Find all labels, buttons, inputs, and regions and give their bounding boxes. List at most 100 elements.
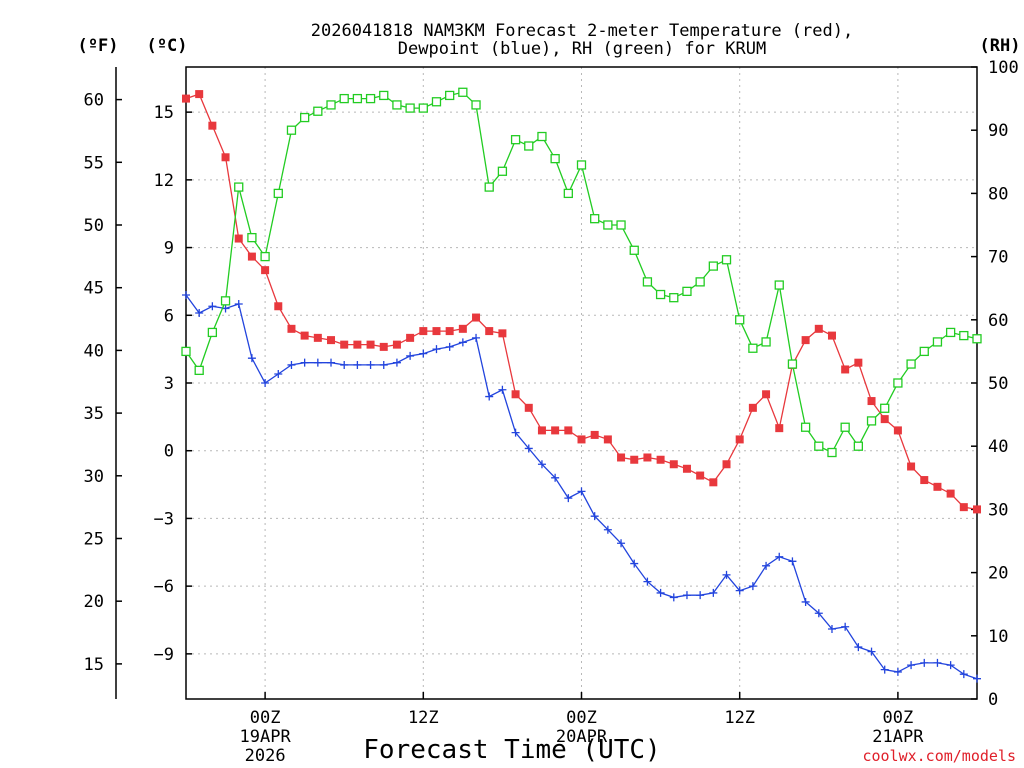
- temperature-point: [907, 462, 916, 471]
- dewpoint-point: [577, 487, 586, 496]
- rh-point: [537, 131, 547, 142]
- rh-tick-label: 40: [988, 437, 1008, 457]
- temperature-point: [182, 94, 190, 103]
- temperature-point: [340, 340, 349, 349]
- fahrenheit-tick-label: 25: [84, 529, 104, 549]
- dewpoint-point: [643, 577, 652, 586]
- celsius-tick-label: 3: [164, 374, 174, 394]
- rh-point: [642, 277, 653, 287]
- rh-point: [603, 220, 613, 230]
- x-tick-label: 12Z: [724, 708, 755, 728]
- dewpoint-point: [327, 358, 336, 367]
- dewpoint-point: [247, 354, 256, 363]
- dewpoint-point: [261, 379, 270, 387]
- temperature-point: [880, 415, 889, 424]
- dewpoint-point: [907, 661, 916, 670]
- rh-point: [234, 182, 244, 192]
- temperature-point: [392, 340, 401, 349]
- temperature-point: [893, 426, 902, 435]
- dewpoint-point: [590, 512, 599, 521]
- rh-point: [800, 422, 811, 432]
- dewpoint-point: [406, 351, 415, 360]
- dewpoint-point: [498, 385, 507, 394]
- temperature-point: [603, 435, 612, 444]
- rh-point: [761, 337, 771, 347]
- rh-point: [893, 378, 903, 388]
- dewpoint-point: [392, 358, 401, 367]
- temperature-point: [748, 403, 757, 412]
- dewpoint-point: [313, 358, 322, 367]
- fahrenheit-tick-label: 20: [84, 592, 104, 612]
- dewpoint-point: [946, 661, 955, 670]
- rh-point: [866, 416, 877, 426]
- rh-point: [181, 346, 191, 357]
- dewpoint-point: [762, 561, 771, 570]
- credit-text: coolwx.com/models: [862, 747, 1016, 765]
- chart-title-line1: 2026041818 NAM3KM Forecast 2-meter Tempe…: [311, 21, 853, 41]
- x-tick-label: 00Z: [566, 708, 597, 728]
- rh-point: [708, 261, 718, 271]
- rh-point: [220, 296, 231, 306]
- rh-point: [352, 93, 363, 104]
- temperature-point: [234, 234, 243, 243]
- rh-point: [207, 327, 218, 338]
- rh-point: [695, 277, 705, 287]
- temperature-point: [498, 329, 507, 338]
- x-tick-date-label: 21APR: [872, 727, 924, 747]
- rh-tick-label: 70: [988, 248, 1008, 268]
- rh-tick-label: 50: [988, 374, 1008, 394]
- dewpoint-point: [564, 494, 573, 503]
- temperature-point: [590, 430, 599, 439]
- fahrenheit-tick-label: 50: [84, 216, 104, 236]
- rh-tick-label: 80: [988, 184, 1008, 204]
- temperature-point: [247, 252, 256, 261]
- temperature-point: [551, 426, 560, 435]
- dewpoint-point: [472, 333, 481, 342]
- rh-point: [721, 255, 732, 265]
- temperature-point: [537, 426, 546, 435]
- temperature-point: [867, 397, 876, 406]
- temperature-point: [327, 336, 336, 345]
- fahrenheit-tick-label: 40: [84, 341, 104, 361]
- rh-point: [827, 447, 837, 458]
- temperature-point: [432, 327, 441, 336]
- dewpoint-point: [419, 349, 428, 358]
- dewpoint-point: [432, 345, 441, 354]
- temperature-point: [630, 455, 639, 464]
- rh-point: [273, 188, 283, 199]
- dewpoint-point: [814, 609, 823, 618]
- dewpoint-point: [551, 473, 560, 482]
- rh-point: [497, 166, 508, 176]
- rh-point: [959, 330, 969, 341]
- rh-point: [379, 90, 389, 101]
- dewpoint-point: [880, 665, 889, 674]
- rh-point: [906, 359, 916, 369]
- chart-title-line2: Dewpoint (blue), RH (green) for KRUM: [398, 39, 766, 59]
- dewpoint-point: [775, 552, 784, 561]
- rh-point: [510, 135, 521, 145]
- temperature-point: [274, 302, 283, 311]
- celsius-tick-label: −3: [154, 509, 174, 529]
- dewpoint-point: [959, 670, 968, 679]
- temperature-point: [682, 464, 691, 473]
- rh-point: [445, 90, 455, 101]
- temperature-point: [854, 358, 863, 367]
- rh-point: [616, 220, 626, 230]
- temperature-point: [221, 153, 230, 162]
- celsius-unit-label: (ºC): [147, 36, 188, 56]
- temperature-point: [287, 324, 296, 333]
- temperature-point: [669, 460, 678, 469]
- rh-point: [458, 87, 468, 97]
- rh-point: [392, 100, 402, 110]
- fahrenheit-tick-label: 30: [84, 467, 104, 487]
- celsius-tick-label: 0: [164, 442, 174, 462]
- x-tick-date-label: 20APR: [556, 727, 608, 747]
- rh-point: [484, 182, 494, 192]
- rh-point: [655, 289, 666, 300]
- rh-point: [932, 337, 943, 347]
- rh-point: [326, 100, 336, 110]
- dewpoint-point: [234, 300, 243, 308]
- celsius-tick-label: 9: [164, 239, 174, 259]
- temperature-point: [775, 424, 784, 433]
